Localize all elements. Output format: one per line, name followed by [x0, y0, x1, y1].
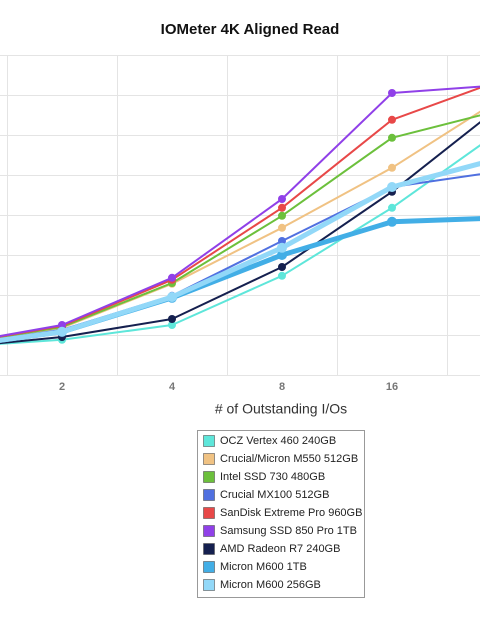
- legend-swatch: [203, 453, 215, 465]
- series-line: [0, 161, 480, 343]
- plot: [0, 85, 480, 345]
- point: [278, 211, 286, 220]
- legend-swatch: [203, 489, 215, 501]
- point: [168, 315, 176, 323]
- point: [278, 223, 286, 232]
- point: [278, 203, 286, 212]
- point: [388, 115, 396, 124]
- legend-swatch: [203, 525, 215, 537]
- series-line: [0, 85, 480, 338]
- legend-label: Micron M600 256GB: [220, 579, 321, 591]
- series-line: [0, 144, 480, 345]
- series-line: [0, 121, 480, 345]
- point: [277, 250, 287, 260]
- legend-label: Crucial/Micron M550 512GB: [220, 453, 358, 465]
- legend-label: Micron M600 1TB: [220, 561, 307, 573]
- legend-label: AMD Radeon R7 240GB: [220, 543, 340, 555]
- legend-swatch: [203, 543, 215, 555]
- legend: OCZ Vertex 460 240GB Crucial/Micron M550 …: [203, 435, 362, 591]
- legend-label: Samsung SSD 850 Pro 1TB: [220, 525, 357, 537]
- point: [388, 163, 396, 172]
- legend-box: [197, 430, 365, 598]
- legend-label: OCZ Vertex 460 240GB: [220, 435, 336, 447]
- series-line: [0, 114, 480, 339]
- point: [168, 321, 176, 329]
- point: [278, 271, 286, 280]
- point: [278, 237, 286, 245]
- point: [168, 273, 176, 282]
- legend-swatch: [203, 579, 215, 591]
- x-tick-label: 8: [279, 381, 285, 393]
- point: [278, 263, 286, 271]
- chart-title: IOMeter 4K Aligned Read: [161, 21, 340, 38]
- series-line: [0, 86, 480, 338]
- point: [388, 133, 396, 142]
- legend-label: Crucial MX100 512GB: [220, 489, 329, 501]
- point: [58, 321, 66, 329]
- x-tick-label: 4: [169, 381, 176, 393]
- x-axis-title: # of Outstanding I/Os: [215, 401, 347, 417]
- point: [388, 203, 396, 212]
- legend-swatch: [203, 507, 215, 519]
- legend-label: SanDisk Extreme Pro 960GB: [220, 507, 362, 519]
- point: [277, 242, 287, 253]
- point: [57, 326, 67, 337]
- legend-swatch: [203, 471, 215, 483]
- legend-swatch: [203, 561, 215, 573]
- x-tick-label: 16: [386, 381, 398, 393]
- point: [387, 182, 397, 192]
- x-tick-label: 2: [59, 381, 65, 393]
- point: [278, 195, 286, 203]
- legend-label: Intel SSD 730 480GB: [220, 471, 325, 483]
- point: [167, 292, 177, 302]
- point: [388, 89, 396, 97]
- legend-swatch: [203, 435, 215, 447]
- point: [387, 216, 397, 227]
